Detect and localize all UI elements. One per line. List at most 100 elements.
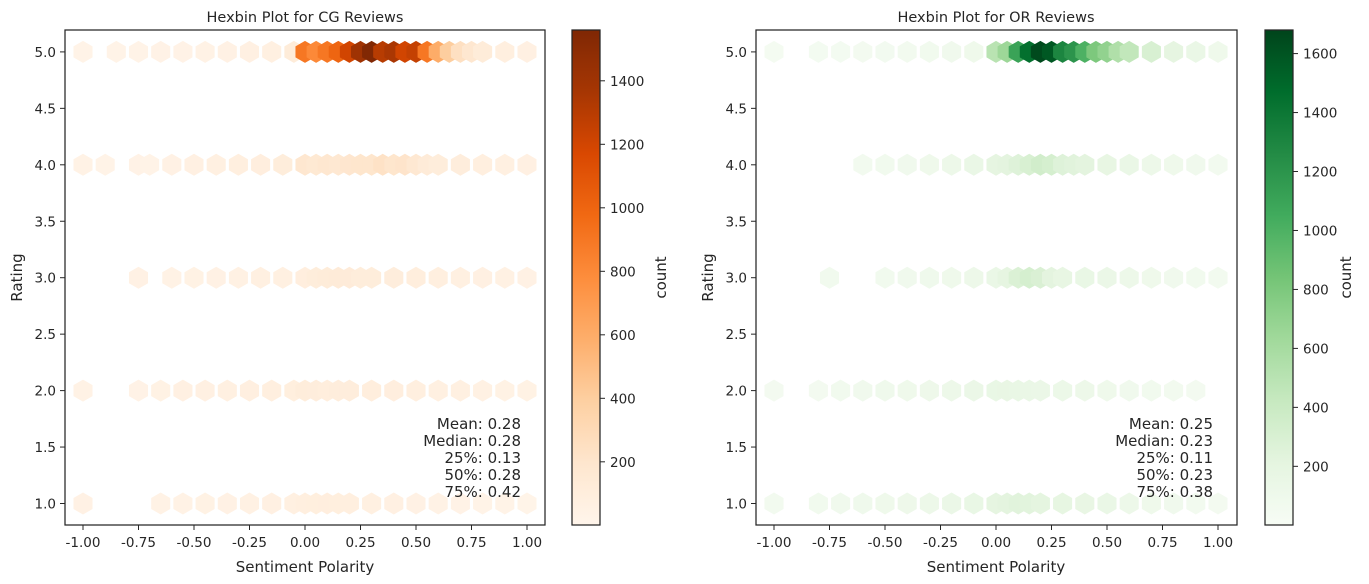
hex-cell xyxy=(173,379,193,402)
hex-cell xyxy=(217,379,237,402)
colorbar-tick-label: 1400 xyxy=(610,74,644,90)
hex-cell xyxy=(406,266,426,289)
hex-cell xyxy=(95,153,115,176)
hex-cell xyxy=(206,266,226,289)
hex-cell xyxy=(853,492,873,515)
hex-cell xyxy=(384,379,404,402)
colorbar-tick-label: 1600 xyxy=(1303,47,1337,63)
hex-cell xyxy=(173,492,193,515)
hex-cell xyxy=(239,379,260,402)
stats-mean: Mean: 0.28 xyxy=(437,415,521,433)
y-tick-label: 2.5 xyxy=(726,327,747,343)
hex-cell xyxy=(495,153,515,176)
hex-cell xyxy=(473,379,493,402)
x-tick-label: 0.75 xyxy=(1147,535,1177,551)
y-tick-label: 4.0 xyxy=(35,158,56,174)
x-tick-label: -0.25 xyxy=(923,535,958,551)
hex-cell xyxy=(808,379,828,402)
hex-cell xyxy=(808,40,828,63)
stats-box: Mean: 0.28 Median: 0.28 25%: 0.13 50%: 0… xyxy=(423,415,521,501)
hex-cell xyxy=(450,492,470,515)
hex-cell xyxy=(251,266,271,289)
chart-title: Hexbin Plot for CG Reviews xyxy=(207,10,404,26)
hex-cell xyxy=(473,266,493,289)
hex-cell xyxy=(897,492,917,515)
stats-q25: 25%: 0.11 xyxy=(1136,449,1213,467)
colorbar-tick-label: 800 xyxy=(610,264,636,280)
hex-cell xyxy=(406,492,426,515)
x-tick-label: -0.50 xyxy=(177,535,212,551)
x-tick-label: 0.50 xyxy=(1092,535,1122,551)
hex-cell xyxy=(1119,492,1139,515)
y-tick-label: 2.0 xyxy=(35,384,56,400)
hex-cell xyxy=(517,492,537,515)
stats-median: Median: 0.28 xyxy=(423,432,521,450)
hex-cell xyxy=(251,153,271,176)
hex-cell xyxy=(897,266,917,289)
hex-cell xyxy=(128,266,149,289)
y-tick-label: 5.0 xyxy=(726,45,747,61)
hex-cell xyxy=(517,40,537,63)
hex-cell xyxy=(473,40,493,63)
hex-cell xyxy=(897,153,917,176)
hex-cell xyxy=(428,379,448,402)
hex-cell xyxy=(428,153,448,176)
hex-cell xyxy=(1186,153,1206,176)
colorbar-tick-label: 400 xyxy=(1303,400,1329,416)
hex-cell xyxy=(1186,492,1206,515)
x-axis-label: Sentiment Polarity xyxy=(927,558,1066,576)
hex-cell xyxy=(450,153,470,176)
x-tick-label: 0.00 xyxy=(981,535,1011,551)
hex-cell xyxy=(262,492,282,515)
hex-cell xyxy=(450,266,470,289)
hex-cell xyxy=(919,492,939,515)
colorbar-tick-label: 1000 xyxy=(610,201,644,217)
hex-cell xyxy=(206,153,226,176)
hex-cell xyxy=(964,40,984,63)
hex-cell xyxy=(853,153,873,176)
hex-cell xyxy=(1030,492,1050,515)
hex-cell xyxy=(1141,40,1161,63)
hex-cell xyxy=(764,40,784,63)
hex-cell xyxy=(1164,266,1184,289)
x-tick-label: -1.00 xyxy=(757,535,792,551)
hex-cell xyxy=(106,40,126,63)
x-tick-label: -0.75 xyxy=(812,535,847,551)
y-axis-label: Rating xyxy=(699,253,717,301)
colorbar-frame xyxy=(571,29,601,526)
hex-cell xyxy=(184,153,204,176)
hex-cell xyxy=(875,153,895,176)
hex-cell xyxy=(1141,153,1161,176)
hex-cell xyxy=(495,379,515,402)
hex-cell xyxy=(1097,266,1117,289)
hex-cell xyxy=(73,492,93,515)
hex-cell xyxy=(273,153,293,176)
hex-cell xyxy=(942,40,962,63)
hex-cell xyxy=(897,379,917,402)
chart-title: Hexbin Plot for OR Reviews xyxy=(897,10,1094,26)
hex-cell xyxy=(262,379,282,402)
hex-cell xyxy=(808,492,828,515)
hex-cell xyxy=(273,266,293,289)
colorbar-label: count xyxy=(1337,256,1355,298)
colorbar-label: count xyxy=(652,256,670,298)
x-tick-label: 0.25 xyxy=(1036,535,1066,551)
x-axis-label: Sentiment Polarity xyxy=(236,558,375,576)
hex-cell xyxy=(1186,266,1206,289)
hex-cell xyxy=(919,40,939,63)
hex-cell xyxy=(831,40,851,63)
hex-cell xyxy=(128,40,149,63)
hex-cell xyxy=(831,492,851,515)
stats-median: Median: 0.23 xyxy=(1115,432,1213,450)
hex-cell xyxy=(875,379,895,402)
hex-cell xyxy=(128,379,149,402)
hex-cell xyxy=(140,153,160,176)
hex-cell xyxy=(262,40,282,63)
y-tick-label: 4.5 xyxy=(35,101,56,117)
x-tick-label: -1.00 xyxy=(66,535,101,551)
chart-cg: Hexbin Plot for CG Reviews -1.00 -0.75 -0.… xyxy=(8,10,670,576)
colorbar-tick-label: 800 xyxy=(1303,282,1329,298)
hex-cell xyxy=(1164,153,1184,176)
hex-cell xyxy=(151,40,171,63)
hex-cell xyxy=(964,492,984,515)
